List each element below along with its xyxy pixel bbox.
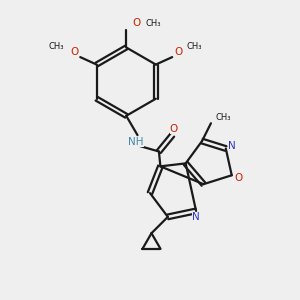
Text: NH: NH [128, 137, 144, 147]
Text: CH₃: CH₃ [216, 113, 231, 122]
Text: O: O [70, 47, 79, 57]
Text: N: N [192, 212, 200, 223]
Text: CH₃: CH₃ [49, 42, 64, 51]
Text: O: O [234, 173, 242, 183]
Text: O: O [133, 18, 141, 28]
Text: N: N [229, 140, 236, 151]
Text: O: O [174, 47, 182, 57]
Text: CH₃: CH₃ [145, 19, 161, 28]
Text: CH₃: CH₃ [187, 42, 202, 51]
Text: O: O [170, 124, 178, 134]
